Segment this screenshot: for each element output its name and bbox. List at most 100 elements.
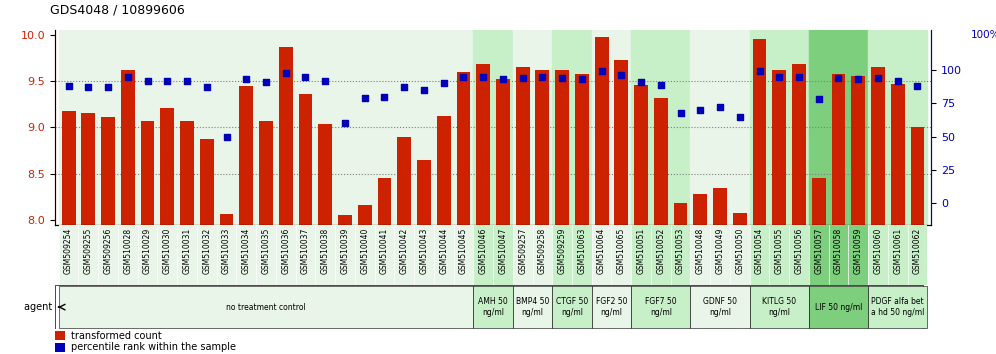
Point xyxy=(752,69,768,74)
Point xyxy=(889,78,905,84)
Text: GSM509259: GSM509259 xyxy=(558,228,567,274)
Point xyxy=(870,75,885,81)
Bar xyxy=(753,39,767,225)
Point xyxy=(652,82,668,87)
Bar xyxy=(809,30,869,225)
Text: GSM510048: GSM510048 xyxy=(696,228,705,274)
Bar xyxy=(200,139,214,225)
Bar xyxy=(750,30,809,225)
Bar xyxy=(872,67,884,225)
Point xyxy=(791,74,807,80)
Point xyxy=(811,97,827,102)
Bar xyxy=(259,121,273,225)
Point xyxy=(238,76,254,82)
Text: GSM510062: GSM510062 xyxy=(913,228,922,274)
Text: GSM510047: GSM510047 xyxy=(498,228,507,274)
Bar xyxy=(437,116,450,225)
Point xyxy=(218,134,234,139)
Point xyxy=(159,78,175,84)
Bar xyxy=(595,36,609,225)
Point xyxy=(851,76,867,82)
Bar xyxy=(713,188,727,225)
Text: 100%: 100% xyxy=(971,30,996,40)
Text: percentile rank within the sample: percentile rank within the sample xyxy=(71,342,236,352)
Point xyxy=(455,74,471,80)
Bar xyxy=(59,225,473,285)
Point xyxy=(594,69,610,74)
Bar xyxy=(772,70,786,225)
Text: GSM510031: GSM510031 xyxy=(182,228,191,274)
Bar xyxy=(592,225,631,285)
Text: GSM509258: GSM509258 xyxy=(538,228,547,274)
Bar xyxy=(552,286,592,329)
Point xyxy=(554,75,570,81)
Text: FGF7 50
ng/ml: FGF7 50 ng/ml xyxy=(645,297,676,317)
Bar xyxy=(55,331,66,341)
Bar xyxy=(869,225,927,285)
Point xyxy=(376,94,392,99)
Point xyxy=(712,104,728,110)
Text: GSM510060: GSM510060 xyxy=(873,228,882,274)
Point xyxy=(672,110,688,115)
Text: GDNF 50
ng/ml: GDNF 50 ng/ml xyxy=(703,297,737,317)
Point xyxy=(732,114,748,119)
Text: GSM509254: GSM509254 xyxy=(64,228,73,274)
Bar xyxy=(809,225,869,285)
Text: GSM510033: GSM510033 xyxy=(222,228,231,274)
Text: GSM510064: GSM510064 xyxy=(597,228,607,274)
Text: GSM510050: GSM510050 xyxy=(735,228,744,274)
Point xyxy=(357,95,373,101)
Point xyxy=(633,79,649,85)
Text: GSM510038: GSM510038 xyxy=(321,228,330,274)
Text: GSM510054: GSM510054 xyxy=(755,228,764,274)
Bar xyxy=(513,286,552,329)
Bar xyxy=(59,286,473,329)
Text: GSM510059: GSM510059 xyxy=(854,228,863,274)
Point xyxy=(81,85,97,90)
Text: GSM510029: GSM510029 xyxy=(143,228,152,274)
Text: GSM510053: GSM510053 xyxy=(676,228,685,274)
Bar xyxy=(239,86,253,225)
Bar xyxy=(910,126,924,225)
Bar xyxy=(456,72,470,225)
Text: LIF 50 ng/ml: LIF 50 ng/ml xyxy=(815,303,863,312)
Text: GSM509255: GSM509255 xyxy=(84,228,93,274)
Point xyxy=(574,76,590,82)
Bar xyxy=(513,30,552,225)
Text: GSM510042: GSM510042 xyxy=(399,228,408,274)
Bar xyxy=(299,94,313,225)
Bar xyxy=(397,137,411,225)
Bar xyxy=(417,160,431,225)
Bar xyxy=(180,121,194,225)
Bar xyxy=(673,204,687,225)
Bar xyxy=(592,286,631,329)
Text: GSM510065: GSM510065 xyxy=(617,228,625,274)
Bar xyxy=(693,194,707,225)
Bar xyxy=(812,177,826,225)
Text: no treatment control: no treatment control xyxy=(226,303,306,312)
Bar xyxy=(476,64,490,225)
Bar xyxy=(631,225,690,285)
Text: GSM510034: GSM510034 xyxy=(242,228,251,274)
Text: GSM510049: GSM510049 xyxy=(715,228,724,274)
Point xyxy=(318,78,334,84)
Bar xyxy=(62,111,76,225)
Bar xyxy=(750,286,809,329)
Bar xyxy=(690,30,750,225)
Point xyxy=(139,78,155,84)
Bar xyxy=(536,70,549,225)
Text: GSM510039: GSM510039 xyxy=(341,228,350,274)
Bar xyxy=(890,84,904,225)
Bar xyxy=(160,108,174,225)
Text: GSM510051: GSM510051 xyxy=(636,228,645,274)
Text: GSM510057: GSM510057 xyxy=(815,228,824,274)
Text: GSM510043: GSM510043 xyxy=(419,228,428,274)
Text: GSM510052: GSM510052 xyxy=(656,228,665,274)
Bar xyxy=(513,225,552,285)
Text: GSM510030: GSM510030 xyxy=(162,228,171,274)
Text: GSM510061: GSM510061 xyxy=(893,228,902,274)
Text: GDS4048 / 10899606: GDS4048 / 10899606 xyxy=(51,4,185,16)
Bar xyxy=(792,64,806,225)
Bar xyxy=(55,343,66,352)
Point xyxy=(435,80,451,86)
